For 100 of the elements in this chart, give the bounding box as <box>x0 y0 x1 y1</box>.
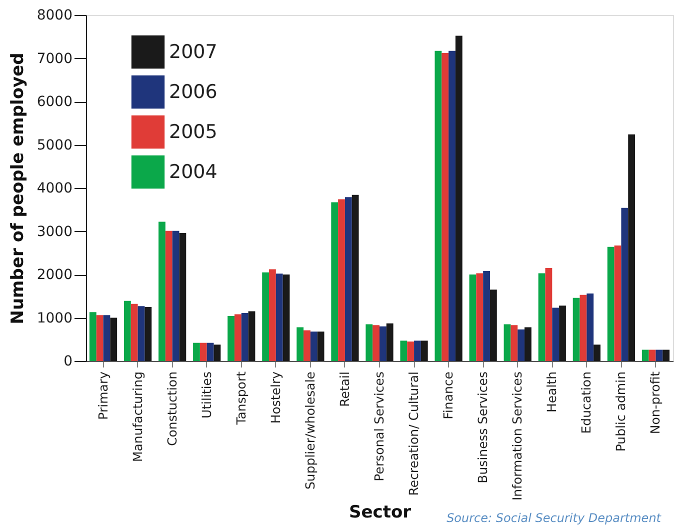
bar <box>248 311 256 361</box>
y-tick-label: 6000 <box>36 94 72 110</box>
bar <box>130 304 138 361</box>
bar <box>344 197 352 361</box>
bar <box>296 327 304 361</box>
bar <box>228 316 234 361</box>
bar <box>400 340 408 361</box>
bar <box>510 325 518 361</box>
bar <box>586 294 594 361</box>
bar <box>269 269 276 361</box>
y-tick-label: 1000 <box>36 310 72 326</box>
bar <box>448 50 456 361</box>
bar <box>165 230 172 361</box>
bar <box>214 344 221 361</box>
bar <box>276 274 283 361</box>
bar <box>442 53 449 361</box>
bar <box>607 246 614 361</box>
bar <box>158 222 166 361</box>
bar <box>310 332 318 361</box>
x-tick-label: Constuction <box>164 372 180 446</box>
x-tick-label: Education <box>578 372 594 434</box>
bar <box>193 342 200 361</box>
bar <box>241 312 248 361</box>
bar <box>282 274 290 361</box>
y-tick-label: 7000 <box>36 50 72 67</box>
bar <box>138 306 145 361</box>
x-tick-label: Information Services <box>510 372 525 501</box>
bar <box>580 294 587 361</box>
bar <box>594 344 600 361</box>
bar <box>352 194 359 361</box>
bar <box>331 202 338 361</box>
x-tick-label: Non-profit <box>648 371 663 434</box>
bar <box>628 134 636 361</box>
bar <box>434 50 442 361</box>
x-tick-label: Personal Services <box>372 372 386 482</box>
bar <box>552 308 560 361</box>
bar <box>96 315 104 361</box>
bar <box>366 324 373 361</box>
bar <box>469 274 476 361</box>
bar <box>386 323 394 361</box>
legend-label: 2007 <box>169 41 218 63</box>
bar <box>380 326 386 361</box>
x-tick-label: Primary <box>95 370 110 420</box>
x-tick-label: Health <box>544 372 560 413</box>
bar <box>338 199 345 361</box>
bar <box>656 350 663 361</box>
y-tick-label: 5000 <box>36 137 72 154</box>
bar <box>621 208 628 361</box>
legend-label: 2005 <box>169 121 218 143</box>
bar <box>524 327 532 361</box>
bar <box>490 290 497 361</box>
y-tick-label: 2000 <box>36 267 72 283</box>
bar <box>200 342 207 361</box>
bar <box>648 350 656 361</box>
bar <box>234 314 242 361</box>
y-tick-label: 3000 <box>36 224 72 240</box>
y-tick-label: 4000 <box>36 180 72 196</box>
bar <box>614 246 622 361</box>
y-tick-label: 0 <box>64 354 72 370</box>
x-tick-label: Public admin <box>613 372 628 452</box>
bar <box>262 272 270 361</box>
y-tick-label: 8000 <box>36 8 72 24</box>
bar <box>144 306 152 361</box>
bar <box>317 332 324 361</box>
bar <box>179 232 186 361</box>
bar <box>124 300 131 361</box>
bar <box>538 273 546 361</box>
bar <box>89 312 96 361</box>
bar <box>545 268 552 361</box>
source-note: Source: Social Security Department <box>446 511 662 525</box>
legend-label: 2006 <box>169 81 218 103</box>
bar <box>206 342 214 361</box>
x-tick-label: Manufacturing <box>130 372 145 462</box>
bar <box>642 350 649 361</box>
legend-label: 2004 <box>169 161 218 183</box>
bar <box>455 36 462 361</box>
x-tick-label: Recreation/ Cultural <box>406 372 422 496</box>
x-tick-label: Retail <box>336 372 352 407</box>
bar <box>414 340 421 361</box>
bar <box>304 330 310 361</box>
bar <box>372 325 380 361</box>
bar <box>407 342 414 361</box>
bar <box>172 230 180 361</box>
bar <box>662 350 670 361</box>
bar <box>483 271 490 361</box>
x-tick-label: Business Services <box>475 372 490 484</box>
bar <box>504 324 511 361</box>
bar <box>476 273 484 361</box>
bar <box>518 329 525 361</box>
x-tick-label: Tansport <box>233 371 248 426</box>
x-tick-label: Utilities <box>198 372 214 419</box>
x-tick-label: Hostelry <box>268 370 283 424</box>
bar <box>572 298 580 361</box>
bar <box>103 315 110 361</box>
x-axis-title: Sector <box>348 502 412 523</box>
x-tick-label: Finance <box>440 371 456 420</box>
bar <box>110 318 118 361</box>
x-tick-label: Supplier/wholesale <box>302 371 318 490</box>
bar <box>420 340 428 361</box>
y-axis-title: Number of people employed <box>8 52 28 324</box>
